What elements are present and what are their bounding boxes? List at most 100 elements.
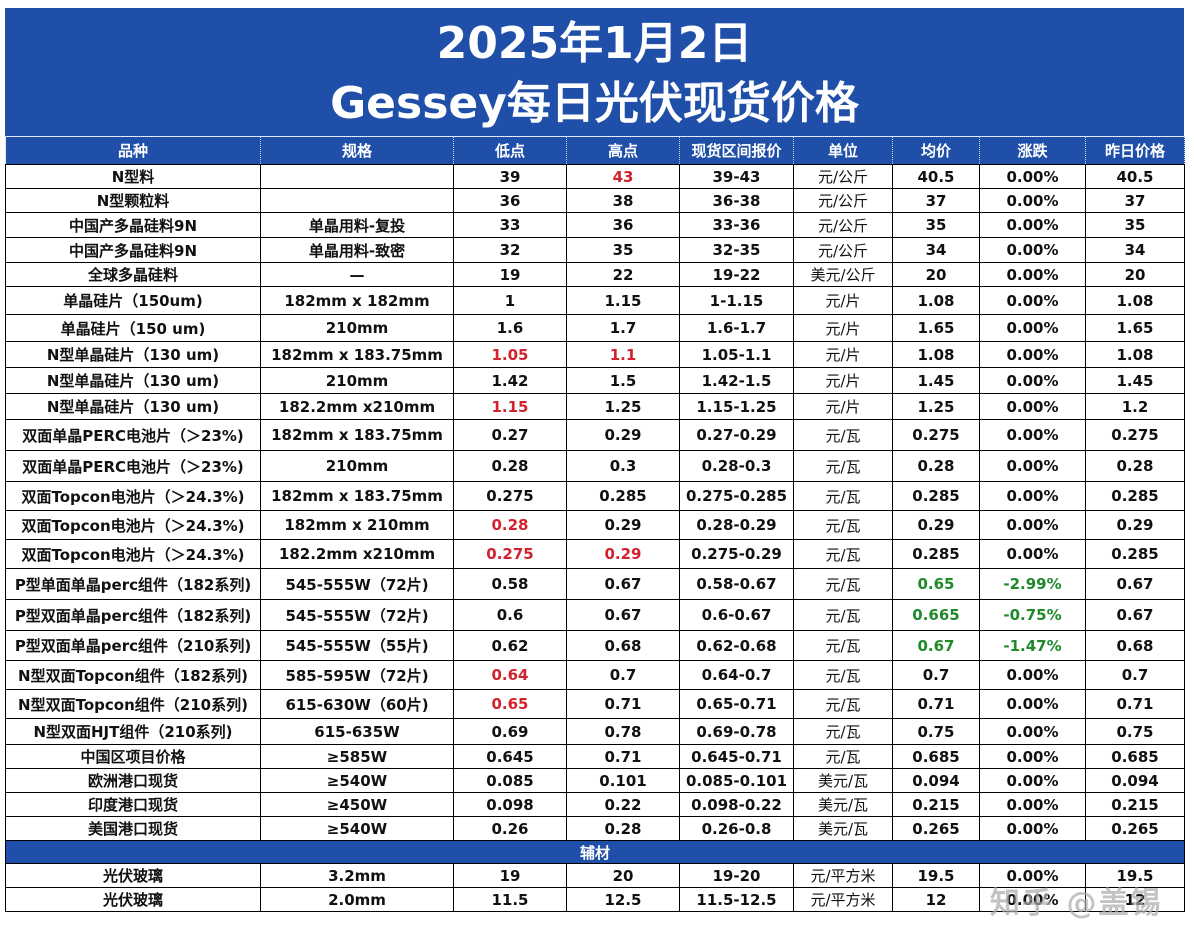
change-cell: 0.00%	[979, 237, 1086, 263]
table-row: N型料 39 43 39-43 元/公斤 40.5 0.00% 40.5	[5, 164, 1185, 189]
avg-cell: 0.65	[892, 568, 980, 600]
table-row: N型双面HJT组件（210系列) 615-635W 0.69 0.78 0.69-0.7…	[5, 718, 1185, 745]
spec-cell: 210mm	[260, 450, 454, 482]
avg-cell: 0.7	[892, 660, 980, 690]
table-row: N型单晶硅片（130 um) 182.2mm x210mm 1.15 1.25 1.15…	[5, 393, 1185, 420]
low-cell: 0.58	[453, 568, 567, 600]
table-row: N型单晶硅片（130 um) 182mm x 183.75mm 1.05 1.1 1.0…	[5, 341, 1185, 368]
table-row: N型颗粒料 36 38 36-38 元/公斤 37 0.00% 37	[5, 188, 1185, 213]
low-cell: 11.5	[453, 887, 567, 912]
change-cell: 0.00%	[979, 660, 1086, 690]
table-row: 光伏玻璃 2.0mm 11.5 12.5 11.5-12.5 元/平方米 12 0.00% 12	[5, 887, 1185, 912]
avg-cell: 34	[892, 237, 980, 263]
high-cell: 0.68	[566, 630, 680, 661]
high-cell: 0.28	[566, 816, 680, 841]
variety-cell: N型双面Topcon组件（210系列)	[5, 689, 261, 719]
range-cell: 0.26-0.8	[679, 816, 794, 841]
high-cell: 43	[566, 164, 680, 189]
variety-cell: N型单晶硅片（130 um)	[5, 341, 261, 368]
unit-cell: 美元/瓦	[793, 816, 893, 841]
main-rows: N型料 39 43 39-43 元/公斤 40.5 0.00% 40.5 N型颗粒料 36 38 36…	[5, 164, 1185, 841]
avg-cell: 1.45	[892, 367, 980, 394]
prev-cell: 0.68	[1085, 630, 1185, 661]
col-header-low: 低点	[453, 136, 567, 165]
spec-cell	[260, 164, 454, 189]
avg-cell: 0.285	[892, 481, 980, 511]
range-cell: 0.58-0.67	[679, 568, 794, 600]
variety-cell: 全球多晶硅料	[5, 262, 261, 287]
high-cell: 0.101	[566, 768, 680, 793]
low-cell: 39	[453, 164, 567, 189]
range-cell: 1.15-1.25	[679, 393, 794, 420]
prev-cell: 12	[1085, 887, 1185, 912]
unit-cell: 美元/公斤	[793, 262, 893, 287]
change-cell: -1.47%	[979, 630, 1086, 661]
section-label: 辅材	[5, 840, 1185, 864]
avg-cell: 19.5	[892, 863, 980, 888]
variety-cell: 中国产多晶硅料9N	[5, 212, 261, 238]
range-cell: 0.275-0.285	[679, 481, 794, 511]
table-row: 双面单晶PERC电池片（＞23%) 210mm 0.28 0.3 0.28-0.3 元/瓦…	[5, 450, 1185, 482]
high-cell: 1.5	[566, 367, 680, 394]
variety-cell: 双面Topcon电池片（＞24.3%)	[5, 510, 261, 540]
range-cell: 1.05-1.1	[679, 341, 794, 368]
low-cell: 0.275	[453, 481, 567, 511]
unit-cell: 元/片	[793, 393, 893, 420]
range-cell: 0.645-0.71	[679, 744, 794, 769]
avg-cell: 0.285	[892, 539, 980, 569]
high-cell: 20	[566, 863, 680, 888]
high-cell: 36	[566, 212, 680, 238]
col-header-high: 高点	[566, 136, 680, 165]
low-cell: 0.65	[453, 689, 567, 719]
spec-cell: 182.2mm x210mm	[260, 393, 454, 420]
high-cell: 22	[566, 262, 680, 287]
change-cell: 0.00%	[979, 419, 1086, 451]
section-row-aux: 辅材	[5, 840, 1185, 864]
table-row: 中国产多晶硅料9N 单晶用料-致密 32 35 32-35 元/公斤 34 0.00% 34	[5, 237, 1185, 263]
change-cell: 0.00%	[979, 718, 1086, 745]
unit-cell: 元/瓦	[793, 419, 893, 451]
unit-cell: 元/瓦	[793, 744, 893, 769]
change-cell: 0.00%	[979, 450, 1086, 482]
avg-cell: 1.25	[892, 393, 980, 420]
range-cell: 19-22	[679, 262, 794, 287]
variety-cell: N型单晶硅片（130 um)	[5, 393, 261, 420]
low-cell: 33	[453, 212, 567, 238]
unit-cell: 元/平方米	[793, 887, 893, 912]
unit-cell: 元/公斤	[793, 237, 893, 263]
spec-cell: 545-555W（55片)	[260, 630, 454, 661]
table-row: 中国区项目价格 ≥585W 0.645 0.71 0.645-0.71 元/瓦 0.685 0…	[5, 744, 1185, 769]
prev-cell: 1.08	[1085, 341, 1185, 368]
spec-cell: 615-635W	[260, 718, 454, 745]
prev-cell: 1.2	[1085, 393, 1185, 420]
variety-cell: N型料	[5, 164, 261, 189]
high-cell: 0.29	[566, 539, 680, 569]
col-header-avg: 均价	[892, 136, 980, 165]
table-row: 双面Topcon电池片（＞24.3%) 182.2mm x210mm 0.275 0.…	[5, 539, 1185, 569]
range-cell: 0.098-0.22	[679, 792, 794, 817]
range-cell: 32-35	[679, 237, 794, 263]
col-header-range: 现货区间报价	[679, 136, 794, 165]
change-cell: 0.00%	[979, 393, 1086, 420]
variety-cell: 光伏玻璃	[5, 863, 261, 888]
low-cell: 0.64	[453, 660, 567, 690]
prev-cell: 1.08	[1085, 286, 1185, 315]
change-cell: -2.99%	[979, 568, 1086, 600]
range-cell: 19-20	[679, 863, 794, 888]
price-sheet: 2025年1月2日 Gessey每日光伏现货价格 品种 规格 低点 高点 现货区…	[5, 8, 1185, 912]
low-cell: 1.05	[453, 341, 567, 368]
avg-cell: 20	[892, 262, 980, 287]
variety-cell: 光伏玻璃	[5, 887, 261, 912]
avg-cell: 0.094	[892, 768, 980, 793]
table-row: N型双面Topcon组件（210系列) 615-630W（60片) 0.65 0.71…	[5, 689, 1185, 719]
table-row: 印度港口现货 ≥450W 0.098 0.22 0.098-0.22 美元/瓦 0.215 0…	[5, 792, 1185, 817]
aux-rows: 光伏玻璃 3.2mm 19 20 19-20 元/平方米 19.5 0.00% 19.5 光伏玻璃…	[5, 863, 1185, 912]
range-cell: 0.28-0.3	[679, 450, 794, 482]
avg-cell: 0.28	[892, 450, 980, 482]
spec-cell: 182mm x 183.75mm	[260, 341, 454, 368]
variety-cell: 中国区项目价格	[5, 744, 261, 769]
unit-cell: 元/瓦	[793, 718, 893, 745]
spec-cell: 210mm	[260, 367, 454, 394]
variety-cell: 双面单晶PERC电池片（＞23%)	[5, 450, 261, 482]
spec-cell	[260, 188, 454, 213]
